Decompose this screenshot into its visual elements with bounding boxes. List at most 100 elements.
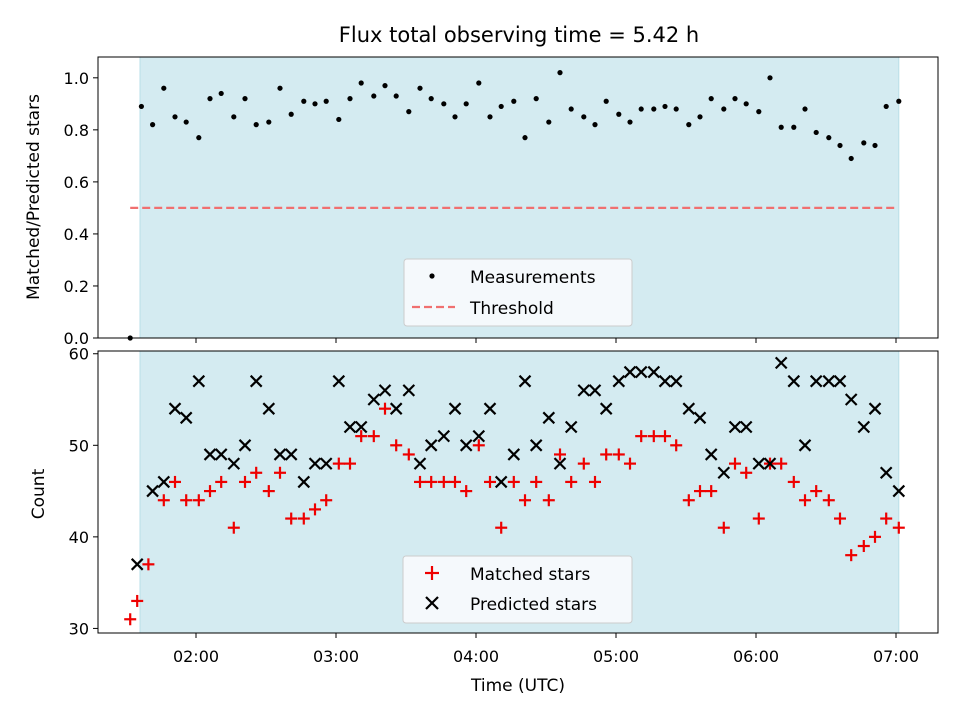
predicted-star-point: [798, 439, 812, 452]
measurement-point: [522, 135, 528, 141]
matched-star-point: [414, 475, 426, 488]
matched-star-point: [624, 457, 636, 470]
measurement-point: [288, 111, 294, 117]
matched-star-point: [729, 457, 741, 470]
predicted-star-point: [389, 402, 403, 415]
predicted-star-point: [214, 448, 228, 461]
matched-star-point: [612, 448, 625, 461]
x-tick-label: 04:00: [453, 647, 499, 666]
matched-star-point: [507, 475, 520, 488]
matched-star-point: [799, 494, 811, 507]
predicted-star-point: [494, 475, 508, 489]
matched-star-point: [822, 494, 835, 507]
matched-star-point: [379, 402, 391, 415]
measurement-point: [463, 101, 469, 107]
matched-star-point: [239, 475, 251, 488]
matched-star-point: [519, 494, 531, 507]
predicted-star-point: [297, 475, 311, 489]
measurement-point: [253, 122, 259, 128]
predicted-star-point: [249, 374, 263, 388]
bottom-y-tick-label: 30: [69, 619, 89, 638]
legend-matched-marker: [425, 566, 439, 580]
matched-star-point: [845, 549, 858, 562]
measurement-point: [150, 122, 156, 128]
predicted-star-point: [424, 439, 438, 452]
predicted-star-point: [809, 374, 823, 388]
measurement-point: [778, 124, 784, 130]
predicted-star-point: [879, 466, 893, 480]
predicted-star-point: [168, 402, 182, 415]
legend-threshold-label: Threshold: [469, 299, 554, 319]
matched-star-point: [495, 521, 508, 534]
matched-star-point: [565, 475, 578, 488]
predicted-star-point: [647, 365, 661, 379]
measurement-point: [743, 101, 749, 107]
matched-star-point: [180, 494, 193, 507]
measurement-point: [603, 98, 609, 104]
matched-star-point: [309, 503, 321, 516]
matched-star-point: [694, 485, 706, 498]
predicted-star-point: [448, 402, 462, 415]
measurement-point: [592, 122, 598, 128]
measurement-point: [393, 93, 399, 99]
predicted-star-point: [483, 402, 497, 415]
bottom-y-tick-label: 40: [69, 528, 89, 547]
predicted-star-point: [739, 420, 753, 434]
matched-star-point: [297, 512, 310, 525]
predicted-star-point: [752, 457, 766, 470]
measurement-point: [697, 114, 703, 120]
matched-star-point: [437, 475, 450, 488]
predicted-star-point: [308, 457, 322, 470]
matched-star-point: [600, 448, 613, 461]
predicted-star-point: [343, 420, 357, 434]
measurement-point: [732, 96, 738, 102]
measurement-point: [708, 96, 714, 102]
measurement-point: [231, 114, 237, 120]
matched-star-point: [869, 530, 881, 543]
top-panel-ratio: 0.0 0.2 0.4 0.6 0.8 1.0 Matched/Predicted sta…: [24, 56, 939, 348]
measurement-point: [138, 103, 144, 110]
predicted-star-point: [658, 374, 672, 388]
predicted-star-point: [507, 448, 521, 461]
predicted-star-point: [822, 374, 836, 388]
measurement-point: [196, 135, 202, 141]
predicted-star-point: [763, 457, 777, 470]
predicted-star-point: [542, 411, 556, 425]
measurement-point: [161, 85, 167, 91]
matched-star-point: [857, 540, 870, 553]
top-y-axis-title: Matched/Predicted stars: [24, 94, 44, 300]
matched-star-point: [530, 475, 543, 488]
chart-title: Flux total observing time = 5.42 h: [339, 23, 699, 47]
predicted-star-point: [130, 558, 144, 571]
legend-predicted-marker: [425, 596, 439, 610]
matched-star-point: [834, 512, 846, 525]
measurement-point: [242, 96, 248, 102]
measurement-point: [848, 155, 854, 162]
measurement-point: [301, 98, 307, 104]
measurement-point: [546, 119, 552, 125]
predicted-star-point: [413, 457, 427, 470]
predicted-star-point: [437, 429, 451, 443]
predicted-star-point: [262, 402, 276, 415]
predicted-star-point: [378, 384, 392, 397]
measurement-point: [581, 114, 587, 120]
measurement-point: [616, 111, 622, 117]
matched-star-point: [332, 457, 345, 470]
top-legend-box: [403, 258, 633, 327]
predicted-star-point: [354, 420, 368, 434]
matched-star-point: [320, 494, 333, 507]
measurement-point: [756, 109, 762, 115]
matched-star-point: [542, 494, 555, 507]
measurement-point: [533, 96, 539, 102]
matched-star-point: [659, 430, 671, 443]
matched-star-point: [705, 485, 718, 498]
matched-star-point: [367, 430, 380, 443]
top-y-tick-label: 0.4: [64, 225, 89, 244]
matched-star-point: [810, 485, 823, 498]
measurement-point: [557, 70, 563, 76]
measurement-point: [721, 106, 727, 112]
predicted-star-point: [367, 393, 381, 406]
matched-star-point: [425, 475, 438, 488]
matched-star-point: [250, 466, 263, 479]
